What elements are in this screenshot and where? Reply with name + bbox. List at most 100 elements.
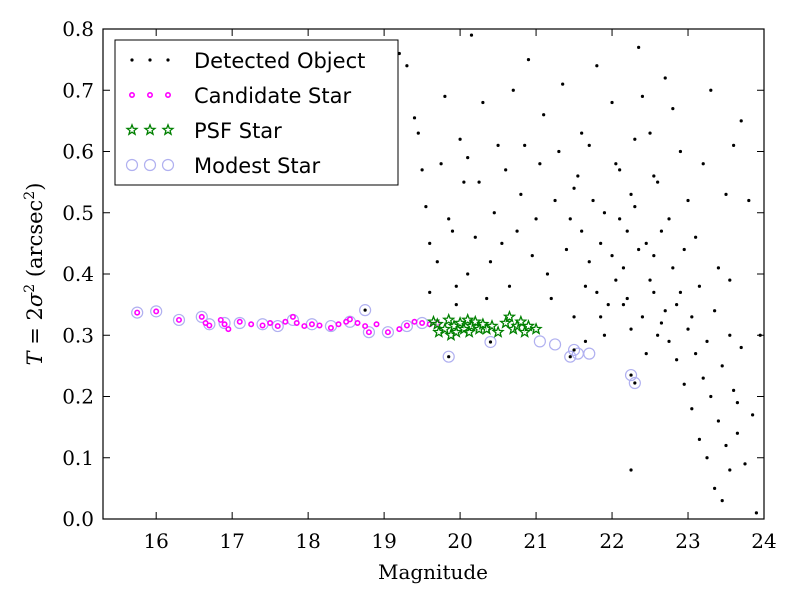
x-axis-label: Magnitude [378,560,488,584]
data-point [485,319,499,332]
data-point [523,143,527,147]
data-point [671,266,675,270]
data-point [633,205,637,209]
data-point [640,315,645,319]
data-point [625,296,629,301]
data-point [648,131,652,135]
data-point [697,437,702,441]
data-point [381,326,395,339]
data-point [694,235,698,239]
data-point [629,468,633,472]
data-point [517,325,532,338]
data-point [599,315,603,319]
data-point [599,241,603,245]
data-point [735,431,740,435]
data-point [564,350,577,363]
y-tick-label: 0.0 [62,507,94,531]
data-point [567,343,581,357]
legend-marker-detected-object [130,58,170,62]
data-point [454,303,458,307]
legend: Detected Object Candidate Star PSF Star … [114,39,399,186]
data-point [713,486,717,490]
series-candidate-star [134,308,441,336]
legend-marker [130,58,134,62]
data-point [504,168,508,172]
legend-marker [125,158,139,172]
data-point [583,347,596,360]
data-point [484,335,497,349]
data-point [667,339,671,343]
data-point [400,319,414,333]
data-point [595,290,599,294]
data-point [150,305,163,318]
data-point [359,304,372,317]
data-point [424,205,428,209]
legend-label-candidate-star: Candidate Star [194,84,351,108]
legend-marker [129,92,136,99]
data-point [716,419,721,423]
x-tick-label: 22 [599,529,624,553]
data-point [709,394,713,399]
data-point [724,192,728,196]
data-point [405,64,409,68]
data-point [416,131,420,135]
data-point [411,318,418,325]
series-psf-star [426,309,543,341]
data-point [568,217,572,221]
data-point [195,310,208,323]
data-point [644,241,648,245]
data-point [568,355,572,359]
data-point [450,229,455,233]
data-point [221,321,228,328]
data-point [282,318,289,325]
data-point [466,272,470,276]
x-tick-label: 20 [447,529,472,553]
legend-marker [165,92,172,99]
data-point [671,107,675,111]
data-point [267,319,274,326]
legend-marker-candidate-star [129,92,172,99]
data-point [521,319,536,332]
data-point [233,316,246,330]
data-point [572,315,576,319]
data-point [633,381,637,385]
data-point [453,315,467,329]
axis-ticks [103,28,765,520]
data-point [346,316,353,323]
data-point [538,162,542,166]
legend-marker [143,158,157,172]
data-point [735,401,740,405]
data-point [675,303,679,307]
data-point [587,260,591,264]
legend-label-psf-star: PSF Star [194,119,282,143]
data-point [629,327,633,331]
data-point [316,322,323,329]
data-point [659,321,664,325]
x-tick-label: 21 [523,529,548,553]
data-point [732,388,736,392]
data-point [659,229,664,233]
data-point [644,352,648,356]
data-point [656,333,660,337]
data-point [131,306,144,319]
data-point [686,327,690,331]
data-point [447,355,451,359]
data-point [621,303,626,307]
data-point [428,290,432,294]
data-point [602,333,607,337]
data-point [248,321,255,328]
data-point [507,284,512,288]
data-point [572,186,576,190]
data-point [629,373,633,377]
data-point [548,338,562,351]
data-point [682,382,686,386]
y-tick-label: 0.5 [62,201,94,225]
data-point [728,468,732,472]
data-point [724,443,728,448]
legend-marker [147,92,154,99]
data-point [728,333,732,337]
data-point [533,335,546,348]
data-point [583,339,588,343]
data-point [553,198,557,203]
